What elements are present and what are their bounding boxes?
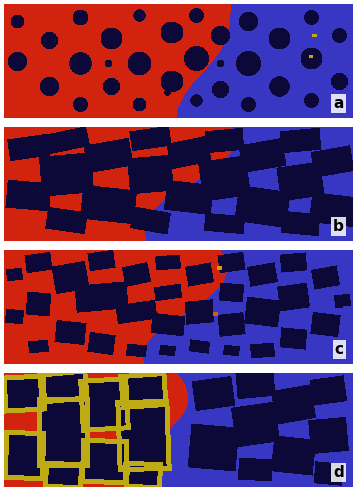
Text: b: b xyxy=(333,219,344,234)
Text: d: d xyxy=(333,465,344,480)
Text: a: a xyxy=(333,96,344,111)
Text: c: c xyxy=(335,342,344,357)
